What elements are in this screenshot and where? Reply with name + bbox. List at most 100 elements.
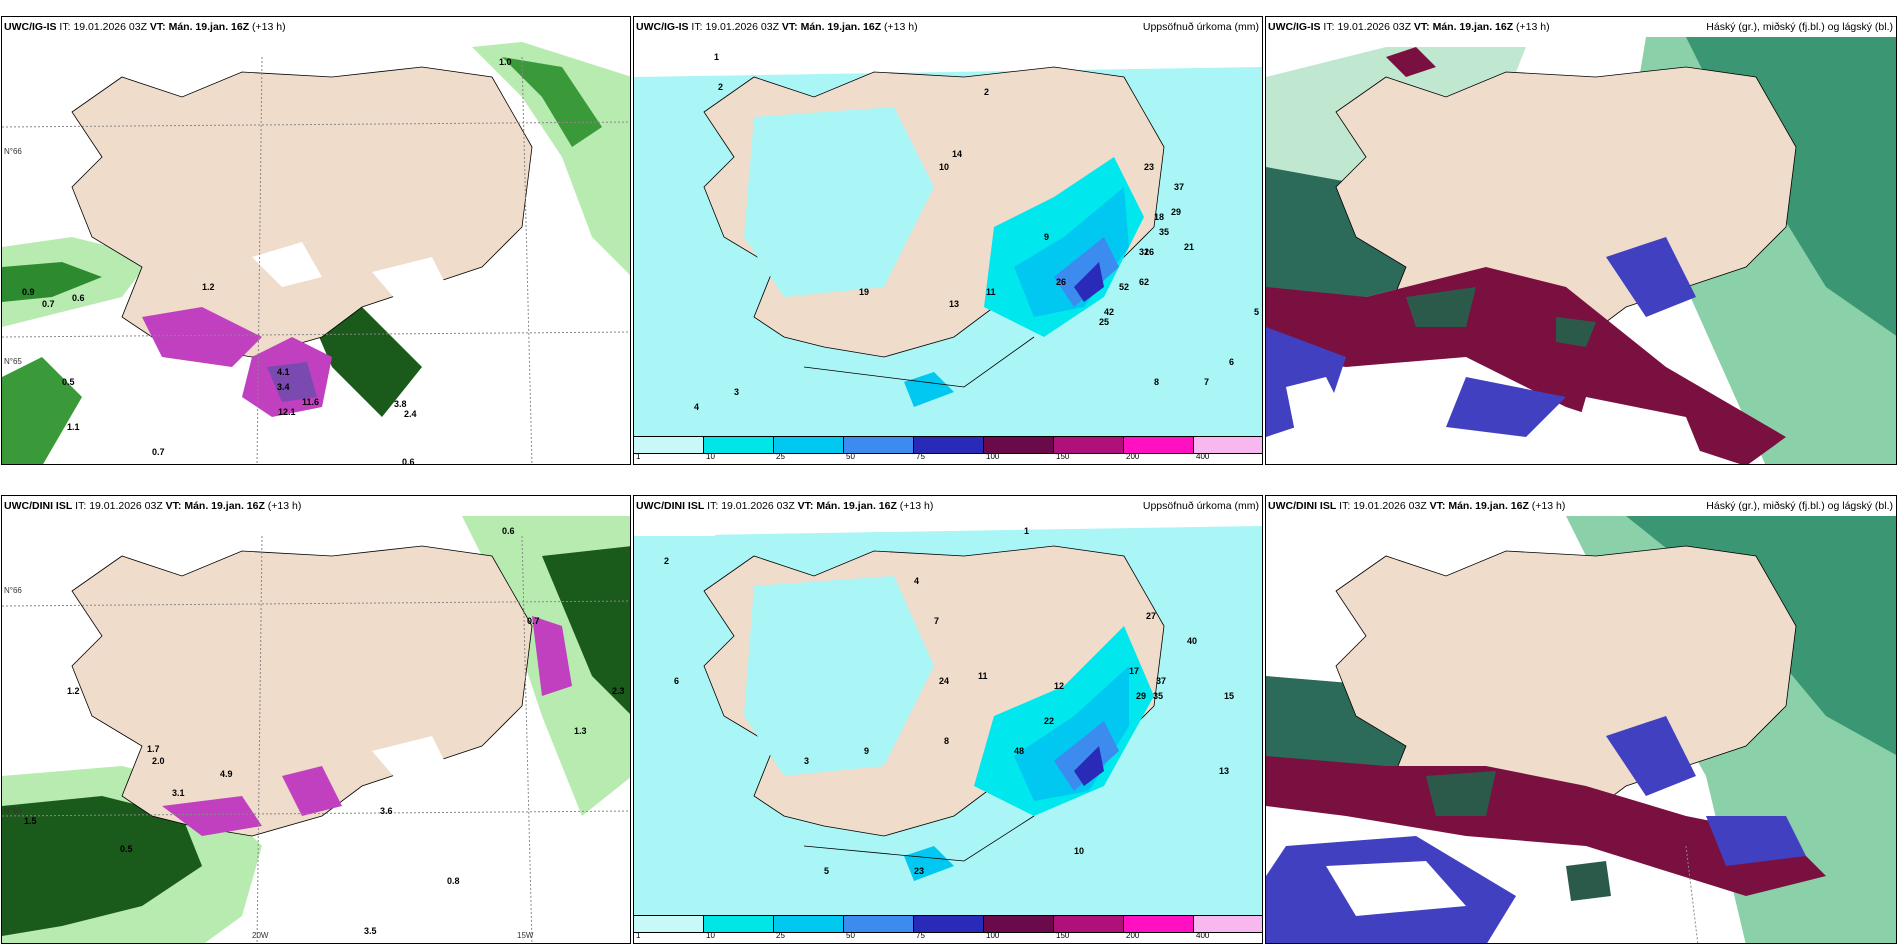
rate-label: 0.7 bbox=[527, 616, 540, 626]
panel-igis-wind: UWC/IG-IS IT: 19.01.2026 03Z VT: Mán. 19… bbox=[1, 16, 631, 465]
precip-label: 62 bbox=[1139, 277, 1150, 287]
legend-color-swatch bbox=[774, 916, 844, 932]
precip-label: 5 bbox=[1254, 307, 1260, 317]
precip-label: 23 bbox=[914, 866, 925, 876]
precip-legend: 1 10 25 50 75 100 150 200 400 bbox=[634, 436, 1262, 464]
lat-label: N°66 bbox=[4, 586, 22, 595]
rate-label: 2.4 bbox=[404, 409, 417, 419]
legend-color-swatch bbox=[1194, 916, 1262, 932]
legend-tick-label: 10 bbox=[706, 931, 715, 940]
precip-label: 7 bbox=[1204, 377, 1210, 387]
precip-label: 22 bbox=[1044, 716, 1055, 726]
legend-tick-label: 25 bbox=[776, 452, 785, 461]
legend-tick-label: 150 bbox=[1056, 931, 1070, 940]
precip-label: 14 bbox=[952, 149, 963, 159]
legend-color-swatch bbox=[634, 916, 704, 932]
precip-label: 13 bbox=[1219, 766, 1230, 776]
legend-tick-label: 200 bbox=[1126, 931, 1140, 940]
rate-label: 4.9 bbox=[220, 769, 233, 779]
rate-label: 2.3 bbox=[612, 686, 625, 696]
precip-label: 7 bbox=[934, 616, 940, 626]
legend-tick-label: 400 bbox=[1196, 931, 1210, 940]
panel-igis-clouds: UWC/IG-IS IT: 19.01.2026 03Z VT: Mán. 19… bbox=[1265, 16, 1897, 465]
precip-label: 8 bbox=[1154, 377, 1160, 387]
lon-label: 15W bbox=[517, 931, 534, 940]
legend-color-swatch bbox=[984, 916, 1054, 932]
precip-label: 10 bbox=[1074, 846, 1085, 856]
wind-precip-map: 1.2 1.7 2.0 4.9 3.1 0.8 0.6 0.7 1.3 2.3 … bbox=[2, 516, 630, 943]
legend-tick-label: 150 bbox=[1056, 452, 1070, 461]
panel-dini-clouds: UWC/DINI ISL IT: 19.01.2026 03Z VT: Mán.… bbox=[1265, 495, 1897, 944]
panel-subtitle: Háský (gr.), miðský (fj.bl.) og lágský (… bbox=[1706, 21, 1893, 33]
rate-label: 0.6 bbox=[402, 457, 415, 465]
rate-label: 3.6 bbox=[380, 806, 393, 816]
rate-label: 0.5 bbox=[62, 377, 75, 387]
legend-color-swatch bbox=[1054, 437, 1124, 453]
legend-color-swatch bbox=[844, 916, 914, 932]
rate-label: 1.0 bbox=[499, 57, 512, 67]
panel-dini-wind: UWC/DINI ISL IT: 19.01.2026 03Z VT: Mán.… bbox=[1, 495, 631, 944]
lat-label: N°66 bbox=[4, 147, 22, 156]
legend-color-swatch bbox=[774, 437, 844, 453]
rate-label: 3.5 bbox=[364, 926, 377, 936]
precip-label: 13 bbox=[949, 299, 960, 309]
legend-color-swatch bbox=[704, 437, 774, 453]
legend-color-swatch bbox=[844, 437, 914, 453]
rate-label: 3.4 bbox=[277, 382, 290, 392]
precip-label: 9 bbox=[1044, 232, 1050, 242]
rate-label: 4.1 bbox=[277, 367, 290, 377]
precip-label: 4 bbox=[694, 402, 700, 412]
precip-label: 29 bbox=[1136, 691, 1147, 701]
precip-label: 19 bbox=[859, 287, 870, 297]
precip-label: 16 bbox=[1144, 247, 1155, 257]
legend-tick-label: 10 bbox=[706, 452, 715, 461]
rate-label: 3.1 bbox=[172, 788, 185, 798]
precip-label: 24 bbox=[939, 676, 950, 686]
precip-label: 11 bbox=[978, 671, 988, 681]
precip-label: 3 bbox=[804, 756, 810, 766]
panel-subtitle: Háský (gr.), miðský (fj.bl.) og lágský (… bbox=[1706, 500, 1893, 512]
precip-label: 15 bbox=[1224, 691, 1235, 701]
rate-label: 0.7 bbox=[42, 299, 55, 309]
precip-label: 18 bbox=[1154, 212, 1165, 222]
precip-label: 37 bbox=[1156, 676, 1167, 686]
legend-color-swatch bbox=[1194, 437, 1262, 453]
legend-color-swatch bbox=[634, 437, 704, 453]
precip-label: 35 bbox=[1159, 227, 1170, 237]
legend-color-swatch bbox=[914, 916, 984, 932]
rate-label: 0.9 bbox=[22, 287, 35, 297]
accumulated-precip-map: 1 2 3 4 5 6 7 8 9 10 11 12 13 15 17 22 2… bbox=[634, 516, 1262, 943]
legend-color-swatch bbox=[1124, 437, 1194, 453]
precip-label: 8 bbox=[944, 736, 950, 746]
precip-label: 10 bbox=[939, 162, 950, 172]
panel-dini-precip: UWC/DINI ISL IT: 19.01.2026 03Z VT: Mán.… bbox=[633, 495, 1263, 944]
rate-label: 1.3 bbox=[574, 726, 587, 736]
precip-label: 52 bbox=[1119, 282, 1130, 292]
precip-label: 48 bbox=[1014, 746, 1025, 756]
precip-label: 37 bbox=[1174, 182, 1185, 192]
legend-color-swatch bbox=[704, 916, 774, 932]
rate-label: 11.6 bbox=[302, 397, 320, 407]
precip-label: 6 bbox=[1229, 357, 1235, 367]
panel-igis-precip: UWC/IG-IS IT: 19.01.2026 03Z VT: Mán. 19… bbox=[633, 16, 1263, 465]
legend-tick-label: 100 bbox=[986, 931, 1000, 940]
cloud-cover-map bbox=[1266, 37, 1896, 464]
rate-label: 1.2 bbox=[202, 282, 215, 292]
rate-label: 0.7 bbox=[152, 447, 165, 457]
legend-color-swatch bbox=[914, 437, 984, 453]
legend-color-swatch bbox=[1124, 916, 1194, 932]
panel-subtitle: Uppsöfnuð úrkoma (mm) bbox=[1142, 21, 1259, 33]
precip-label: 42 bbox=[1104, 307, 1115, 317]
precip-label: 2 bbox=[664, 556, 670, 566]
legend-tick-label: 50 bbox=[846, 931, 855, 940]
precip-label: 21 bbox=[1184, 242, 1195, 252]
cloud-cover-map bbox=[1266, 516, 1896, 943]
legend-tick-label: 200 bbox=[1126, 452, 1140, 461]
rate-label: 1.5 bbox=[24, 816, 37, 826]
precip-label: 6 bbox=[674, 676, 680, 686]
rate-label: 0.6 bbox=[502, 526, 515, 536]
precip-label: 2 bbox=[718, 82, 724, 92]
wind-precip-map: 1.0 0.9 0.7 0.6 0.5 1.1 1.2 3.4 4.1 11.6… bbox=[2, 37, 630, 465]
panel-header: UWC/IG-IS IT: 19.01.2026 03Z VT: Mán. 19… bbox=[2, 17, 630, 37]
precip-label: 11 bbox=[986, 287, 996, 297]
